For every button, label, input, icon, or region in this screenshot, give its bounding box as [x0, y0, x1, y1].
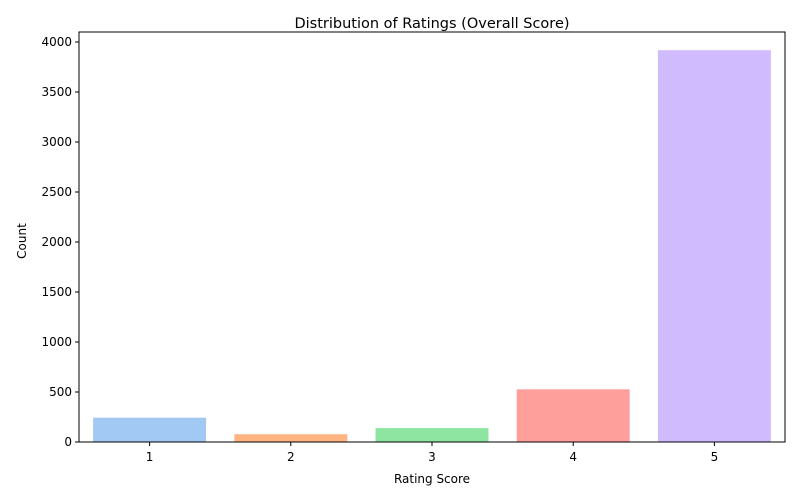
x-axis-label: Rating Score: [394, 472, 470, 486]
chart-title: Distribution of Ratings (Overall Score): [294, 16, 569, 32]
y-tick-label: 2500: [41, 185, 72, 199]
y-tick-label: 3500: [41, 85, 72, 99]
y-tick-label: 1500: [41, 285, 72, 299]
y-tick-label: 4000: [41, 35, 72, 49]
bar-rating-1: [93, 417, 207, 442]
y-axis-label: Count: [15, 223, 29, 259]
bar-rating-4: [516, 389, 630, 442]
x-tick-label: 4: [569, 450, 577, 464]
y-tick-label: 500: [49, 385, 72, 399]
y-tick-label: 3000: [41, 135, 72, 149]
bars-layer: [93, 50, 771, 442]
bar-rating-2: [234, 434, 348, 442]
x-tick-label: 3: [428, 450, 436, 464]
axes-layer: 0 500 1000 1500 2000 2500 3000 3500 4000 1 2 3 4 5: [41, 31, 786, 464]
y-tick-label: 1000: [41, 335, 72, 349]
x-tick-label: 5: [711, 450, 719, 464]
bar-rating-3: [375, 428, 489, 442]
y-tick-label: 0: [64, 435, 72, 449]
bar-rating-5: [657, 50, 771, 442]
x-tick-label: 1: [146, 450, 154, 464]
y-tick-label: 2000: [41, 235, 72, 249]
x-tick-label: 2: [287, 450, 295, 464]
